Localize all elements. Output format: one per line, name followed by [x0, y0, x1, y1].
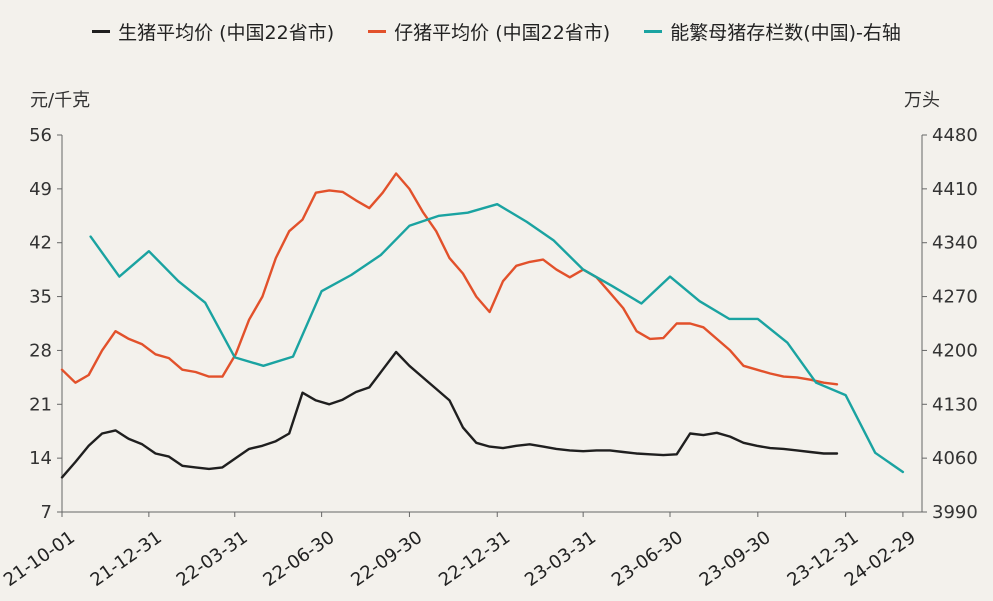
series-line-piglet [60, 172, 839, 386]
x-tick-label: 22-06-30 [260, 527, 339, 591]
left-tick-label: 14 [29, 448, 52, 469]
left-axis-unit: 元/千克 [30, 90, 91, 111]
x-tick-label: 23-06-30 [608, 527, 687, 591]
series-line-sow-inventory [89, 202, 905, 474]
right-tick-label: 4060 [932, 448, 978, 469]
legend-swatch-sow-inventory [644, 29, 663, 33]
legend-label-sow-inventory: 能繁母猪存栏数(中国)-右轴 [670, 21, 901, 44]
x-tick-label: 22-09-30 [347, 527, 426, 591]
left-tick-label: 56 [29, 125, 52, 146]
right-tick-label: 4200 [932, 340, 978, 361]
right-tick-label: 4130 [932, 394, 978, 415]
left-tick-label: 42 [29, 233, 52, 254]
legend-swatch-live-hog [92, 29, 111, 33]
x-tick-label: 23-09-30 [696, 527, 775, 591]
right-axis-unit: 万头 [904, 90, 940, 111]
x-tick-label: 22-12-31 [435, 527, 514, 591]
chart-legend: 生猪平均价 (中国22省市) 仔猪平均价 (中国22省市) 能繁母猪存栏数(中国… [0, 16, 993, 46]
legend-item-live-hog[interactable]: 生猪平均价 (中国22省市) [92, 18, 334, 45]
right-tick-label: 3990 [932, 502, 978, 523]
x-tick-label: 21-10-01 [0, 527, 79, 591]
legend-item-piglet[interactable]: 仔猪平均价 (中国22省市) [368, 18, 610, 45]
left-tick-label: 35 [29, 287, 52, 308]
series-line-live-hog [60, 350, 839, 479]
left-tick-label: 7 [41, 502, 52, 523]
legend-swatch-piglet [368, 29, 387, 33]
right-tick-label: 4270 [932, 287, 978, 308]
right-tick-label: 4480 [932, 125, 978, 146]
left-tick-label: 49 [29, 179, 52, 200]
left-tick-label: 21 [29, 394, 52, 415]
x-tick-label: 21-12-31 [87, 527, 166, 591]
legend-label-piglet: 仔猪平均价 (中国22省市) [394, 21, 611, 44]
right-tick-label: 4410 [932, 179, 978, 200]
right-tick-label: 4340 [932, 233, 978, 254]
x-tick-label: 22-03-31 [173, 527, 252, 591]
left-tick-label: 28 [29, 340, 52, 361]
x-tick-label: 23-03-31 [521, 527, 600, 591]
legend-label-live-hog: 生猪平均价 (中国22省市) [118, 21, 335, 44]
legend-item-sow-inventory[interactable]: 能繁母猪存栏数(中国)-右轴 [644, 18, 901, 45]
